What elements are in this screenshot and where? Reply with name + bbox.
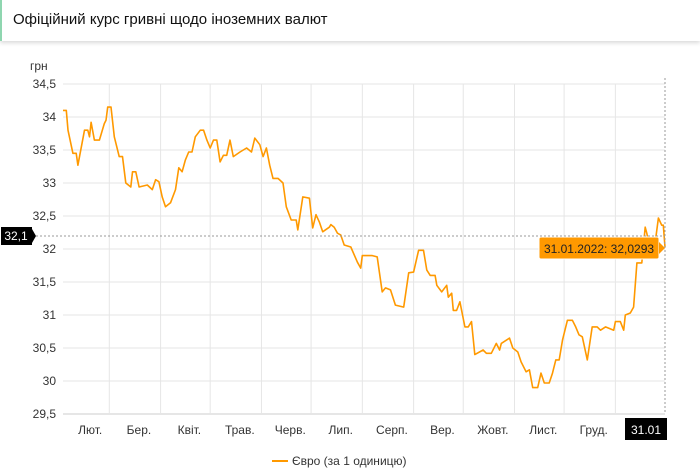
- x-tick-label: Бер.: [127, 423, 152, 437]
- crosshair: 32,1 31.01: [1, 78, 667, 440]
- crosshair-y-pointer: [32, 229, 36, 243]
- y-tick-label: 30: [43, 374, 57, 388]
- y-tick-label: 30,5: [33, 341, 57, 355]
- crosshair-x-label: 31.01: [631, 423, 661, 437]
- y-axis: 29,5 30 30,5 31 31,5 32 32,5 33 33,5 34 34,5: [33, 77, 57, 421]
- legend-label[interactable]: Євро (за 1 одиницю): [292, 454, 407, 468]
- y-tick-label: 33,5: [33, 143, 57, 157]
- crosshair-y-label: 32,1: [4, 229, 28, 243]
- x-tick-label: Серп.: [376, 423, 408, 437]
- tooltip: 31.01.2022: 32,0293: [538, 236, 665, 260]
- y-tick-label: 33: [43, 176, 57, 190]
- x-tick-label: Жовт.: [477, 423, 508, 437]
- y-tick-label: 32,5: [33, 209, 57, 223]
- crosshair-x-label-box: [625, 418, 667, 440]
- page-title: Офіційний курс гривні щодо іноземних вал…: [13, 11, 328, 28]
- series-line[interactable]: [63, 106, 666, 389]
- y-axis-label: грн: [30, 59, 48, 73]
- page-header: Офіційний курс гривні щодо іноземних вал…: [0, 0, 700, 41]
- y-tick-label: 34: [43, 110, 57, 124]
- y-tick-label: 32: [43, 242, 57, 256]
- y-tick-label: 31,5: [33, 275, 57, 289]
- x-tick-label: Лют.: [78, 423, 102, 437]
- tooltip-pointer: [659, 242, 665, 254]
- x-tick-label: Вер.: [430, 423, 455, 437]
- grid: [63, 83, 665, 415]
- x-tick-label: Квіт.: [178, 423, 202, 437]
- tooltip-text: 31.01.2022: 32,0293: [544, 242, 654, 256]
- x-tick-label: Трав.: [225, 423, 255, 437]
- y-tick-label: 29,5: [33, 407, 57, 421]
- legend[interactable]: Євро (за 1 одиницю): [272, 454, 407, 468]
- y-tick-label: 34,5: [33, 77, 57, 91]
- x-axis: Лют. Бер. Квіт. Трав. Черв. Лип. Серп. Вер. Жовт…: [78, 423, 608, 437]
- x-tick-label: Черв.: [275, 423, 306, 437]
- crosshair-y-label-box: [1, 227, 32, 245]
- x-tick-label: Лип.: [329, 423, 353, 437]
- y-tick-label: 31: [43, 308, 57, 322]
- x-tick-label: Груд.: [580, 423, 608, 437]
- x-tick-label: Лист.: [529, 423, 557, 437]
- series-euro[interactable]: [63, 106, 666, 389]
